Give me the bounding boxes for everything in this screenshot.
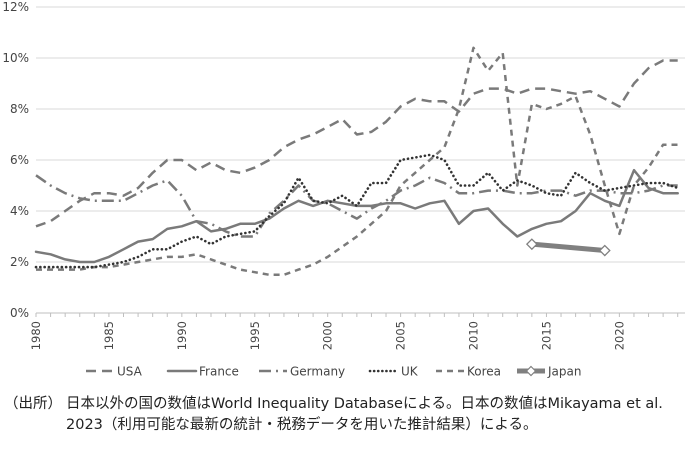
legend-label-korea: Korea — [467, 365, 501, 379]
y-tick-label: 12% — [2, 0, 29, 14]
japan-data-point — [598, 244, 611, 257]
series-line-germany — [35, 174, 678, 238]
legend-label-uk: UK — [401, 365, 419, 379]
x-tick-label: 2005 — [394, 321, 408, 350]
legend-label-germany: Germany — [290, 365, 345, 379]
gridlines — [36, 6, 685, 314]
x-tick-label: 1985 — [102, 321, 116, 350]
series-line-korea — [36, 46, 678, 277]
x-tick-label: 2020 — [612, 321, 626, 350]
y-tick-label: 10% — [2, 51, 29, 65]
japan-data-point — [525, 238, 538, 251]
x-tick-label: 2015 — [539, 321, 553, 350]
legend-label-france: France — [199, 365, 239, 379]
x-tick-label: 1980 — [29, 321, 43, 350]
legend-marker-japan — [525, 365, 537, 377]
y-axis: 0% 2% 4% 6% 8% 10% 12% — [2, 0, 29, 320]
series-line-japan — [531, 241, 606, 253]
x-axis: 1980 1985 1990 1995 2000 2005 2010 2015 2020 — [29, 313, 679, 350]
y-tick-label: 0% — [10, 306, 29, 320]
line-chart: 0% 2% 4% 6% 8% 10% 12% 1980 1985 1990 1995 2000 200… — [2, 0, 685, 379]
series-line-uk — [34, 153, 679, 269]
y-tick-label: 8% — [10, 102, 29, 116]
series-lines — [34, 46, 679, 277]
legend-label-usa: USA — [117, 365, 143, 379]
y-tick-label: 2% — [10, 255, 29, 269]
source-note: （出所） 日本以外の国の数値はWorld Inequality Database… — [4, 394, 692, 436]
y-tick-label: 6% — [10, 153, 29, 167]
series-line-usa — [35, 59, 678, 228]
legend: USA France Germany UK Korea Japan — [86, 365, 581, 379]
x-tick-label: 2000 — [321, 321, 335, 350]
source-text: 日本以外の国の数値はWorld Inequality Databaseによる。日… — [66, 396, 663, 433]
x-tick-label: 1990 — [175, 321, 189, 350]
y-tick-label: 4% — [10, 204, 29, 218]
x-tick-label: 1995 — [248, 321, 262, 350]
legend-label-japan: Japan — [547, 365, 581, 379]
x-tick-label: 2010 — [467, 321, 481, 350]
source-label: （出所） — [4, 396, 62, 412]
